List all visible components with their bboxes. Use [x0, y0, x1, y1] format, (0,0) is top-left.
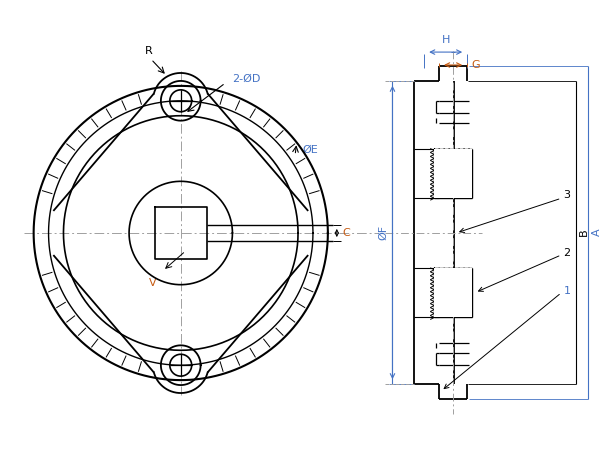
Text: ØE: ØE	[302, 145, 318, 154]
Bar	[435, 268, 472, 318]
Text: B: B	[580, 229, 589, 236]
Text: V: V	[149, 278, 157, 288]
Text: 2-ØD: 2-ØD	[233, 74, 261, 84]
Text: G: G	[471, 60, 480, 70]
Bar	[435, 148, 472, 198]
Text: R: R	[145, 46, 153, 56]
Text: 3: 3	[564, 190, 570, 200]
Text: 1: 1	[564, 286, 570, 296]
Text: 2: 2	[564, 248, 570, 258]
Text: C: C	[343, 228, 351, 238]
Text: A: A	[592, 229, 602, 236]
Polygon shape	[34, 86, 328, 380]
Text: H: H	[441, 35, 450, 45]
Text: ØF: ØF	[378, 225, 389, 240]
